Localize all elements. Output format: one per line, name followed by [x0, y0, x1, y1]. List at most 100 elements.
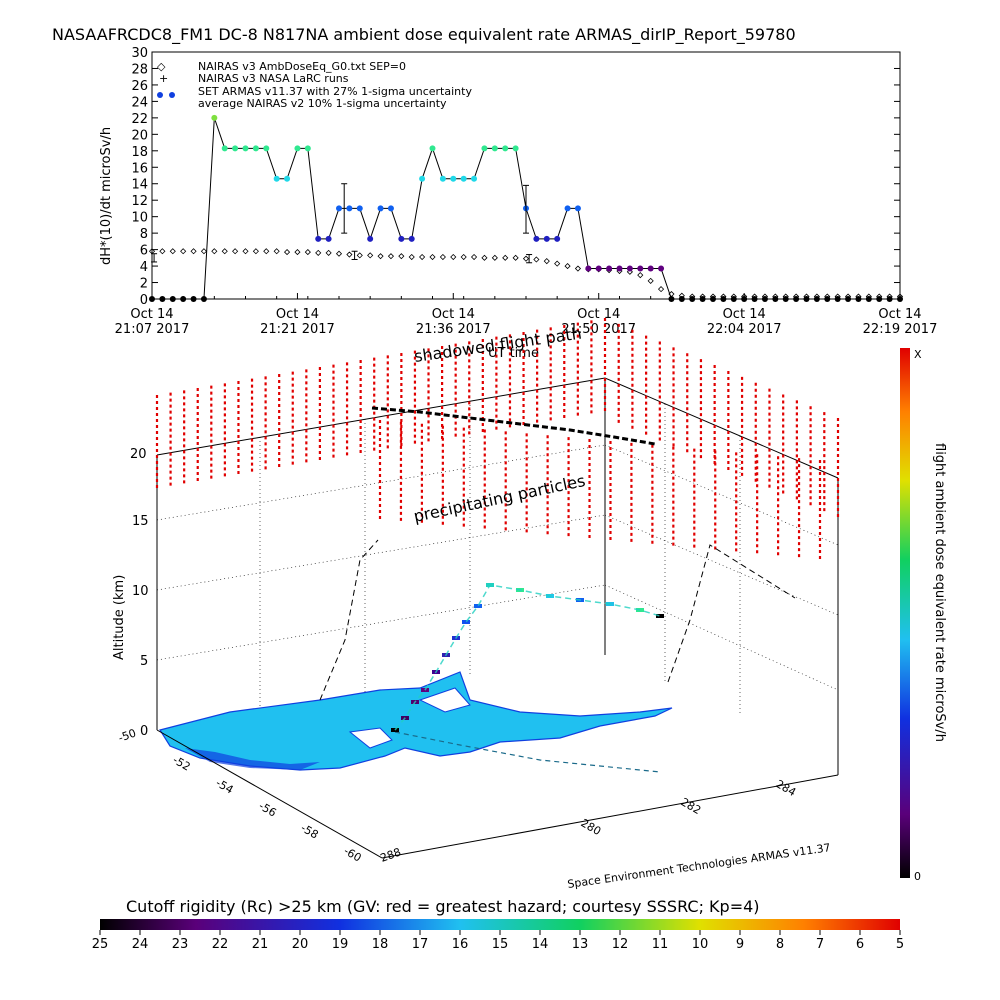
trajectory-3d-panel: 0 5 10 15 20 Altitude (km) -50 -52 -54 -…: [112, 318, 840, 891]
alt-tick-5: 5: [140, 654, 148, 669]
rigidity-tick-label: 22: [212, 937, 229, 952]
precipitating-particles: [155, 318, 840, 560]
rigidity-bar-title: Cutoff rigidity (Rc) >25 km (GV: red = g…: [126, 897, 760, 916]
rigidity-tick-label: 15: [492, 937, 509, 952]
nairas-diamond-point: [200, 248, 208, 255]
armas-data-point: [200, 296, 207, 302]
armas-data-point: [481, 145, 488, 152]
nairas-diamond-point: [304, 249, 311, 256]
nairas-diamond-point: [387, 253, 395, 260]
y-tick-label: 2: [140, 277, 148, 292]
x-tick-label-time: 21:07 2017: [115, 322, 190, 337]
armas-data-point: [637, 265, 644, 272]
armas-data-point: [845, 296, 852, 302]
nairas-diamond-point: [512, 254, 519, 261]
armas-data-point: [491, 145, 498, 152]
rigidity-tick-label: 5: [896, 937, 904, 952]
armas-data-point: [356, 205, 363, 212]
y-tick-label: 0: [140, 293, 148, 308]
armas-data-point: [855, 296, 862, 302]
legend-label-nairas-v2: average NAIRAS v2 10% 1-sigma uncertaint…: [198, 97, 447, 110]
nairas-diamond-point: [429, 253, 436, 261]
nairas-diamond-point: [263, 248, 270, 255]
nairas-diamond-point: [522, 255, 530, 262]
armas-data-point: [626, 265, 633, 272]
armas-data-point: [595, 265, 602, 272]
nairas-diamond-point: [356, 252, 363, 259]
armas-data-point: [886, 296, 893, 302]
x-tick-label-time: 21:36 2017: [416, 322, 491, 337]
armas-data-point: [346, 205, 353, 212]
trajectory-segment: [474, 604, 482, 608]
nairas-diamond-point: [481, 254, 488, 261]
rigidity-tick-label: 11: [652, 937, 669, 952]
nairas-diamond-point: [283, 249, 291, 256]
nairas-diamond-point: [408, 253, 415, 261]
rigidity-bar-gradient: [100, 919, 900, 930]
rigidity-bar-ticks: 25 24 23 22 21 20 19 18 17 16 15 14 13 12 11 10 9 8 7 6 5: [92, 930, 904, 952]
nairas-diamond-point: [439, 253, 446, 261]
nairas-diamond-point: [564, 263, 571, 270]
colorbar-top-label: X: [914, 348, 922, 361]
rigidity-tick-label: 8: [776, 937, 784, 952]
nairas-diamond-point: [367, 252, 374, 259]
armas-data-point: [751, 296, 758, 302]
armas-data-point: [710, 296, 716, 302]
rigidity-tick-label: 23: [172, 937, 189, 952]
nairas-diamond-point: [419, 253, 426, 261]
lat-tick-4: -58: [299, 821, 321, 841]
rigidity-colorbar: Cutoff rigidity (Rc) >25 km (GV: red = g…: [92, 897, 904, 952]
chart-title: NASAAFRCDC8_FM1 DC-8 N817NA ambient dose…: [52, 25, 796, 45]
lat-tick-2: -54: [214, 776, 236, 796]
y-tick-label: 16: [131, 161, 148, 176]
armas-data-point: [315, 235, 322, 242]
armas-data-point: [398, 235, 405, 242]
legend-label-larc: NAIRAS v3 NASA LaRC runs: [198, 72, 349, 85]
y-tick-label: 4: [140, 260, 148, 275]
precipitating-particles-label: precipitating particles: [412, 471, 587, 526]
trajectory-segment: [656, 614, 664, 618]
nairas-diamond-point: [377, 253, 384, 260]
rigidity-tick-label: 17: [412, 937, 429, 952]
y-tick-label: 30: [131, 46, 148, 61]
rigidity-tick-label: 20: [292, 937, 309, 952]
armas-data-point: [159, 296, 166, 302]
nairas-diamond-point: [169, 248, 176, 255]
armas-data-point: [211, 114, 218, 121]
dose-colorbar: X 0 flight ambient dose equivalent rate …: [900, 348, 947, 883]
x-tick-label-date: Oct 14: [577, 307, 620, 322]
armas-data-point: [387, 205, 394, 212]
armas-data-point: [772, 296, 779, 302]
armas-data-point: [616, 265, 623, 272]
armas-data-point: [699, 296, 706, 302]
armas-data-point: [668, 296, 675, 302]
armas-data-point: [782, 296, 789, 302]
rigidity-tick-label: 7: [816, 937, 824, 952]
dose-colorbar-gradient: [900, 348, 910, 878]
legend-symbol-nairas-v3: ◇: [157, 60, 166, 73]
3d-gridlines: [156, 401, 839, 716]
armas-data-point: [273, 175, 280, 182]
shadowed-flight-path: [371, 406, 656, 446]
y-tick-label: 14: [131, 178, 148, 193]
x-tick-label-time: 22:19 2017: [863, 322, 938, 337]
nairas-diamond-point: [647, 277, 654, 284]
x-tick-label-date: Oct 14: [276, 307, 319, 322]
armas-data-point: [450, 175, 457, 182]
y-tick-label: 24: [131, 95, 148, 110]
lat-tick-5: -60: [342, 844, 364, 864]
armas-data-point: [824, 296, 831, 302]
armas-data-point: [803, 296, 810, 302]
altitude-projection-left: [319, 539, 379, 701]
rigidity-tick-label: 9: [736, 937, 744, 952]
x-tick-label-date: Oct 14: [432, 307, 475, 322]
rigidity-tick-label: 14: [532, 937, 549, 952]
nairas-diamond-point: [450, 253, 457, 261]
trajectory-segment: [462, 620, 470, 624]
armas-data-point: [730, 296, 737, 302]
rigidity-tick-label: 21: [252, 937, 269, 952]
armas-data-point: [336, 205, 342, 212]
armas-data-point: [876, 296, 883, 302]
